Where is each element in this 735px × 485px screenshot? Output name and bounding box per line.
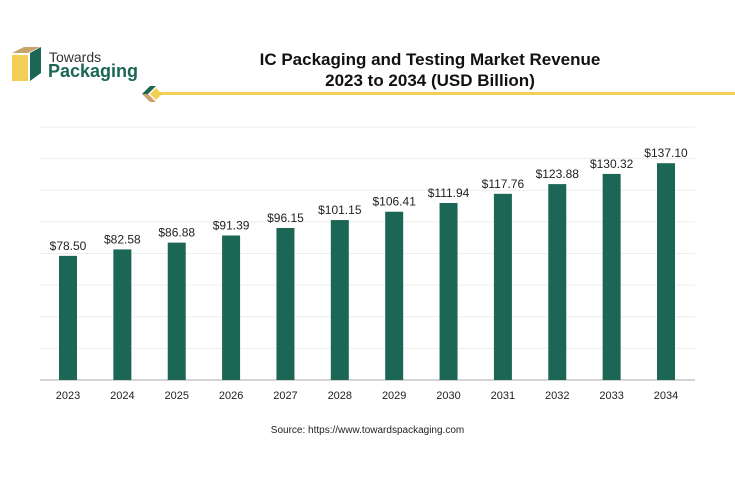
brand-line2: Packaging bbox=[48, 61, 139, 81]
bar bbox=[222, 235, 241, 380]
data-label: $82.58 bbox=[104, 232, 141, 246]
data-label: $137.10 bbox=[644, 146, 688, 160]
bar bbox=[330, 220, 349, 380]
header-rule bbox=[160, 92, 735, 95]
x-tick-label: 2030 bbox=[436, 390, 460, 402]
x-tick-label: 2024 bbox=[110, 390, 134, 402]
x-tick-label: 2027 bbox=[273, 390, 297, 402]
bar bbox=[167, 242, 186, 380]
towards-packaging-logo-icon bbox=[12, 47, 41, 81]
chart-subtitle: 2023 to 2034 (USD Billion) bbox=[325, 71, 535, 90]
bar bbox=[602, 173, 621, 380]
chart-title-main: IC Packaging and Testing Market Revenue bbox=[259, 50, 601, 69]
data-label: $78.50 bbox=[50, 239, 87, 253]
bar bbox=[59, 255, 77, 380]
x-tick-label: 2028 bbox=[328, 390, 352, 402]
data-label: $101.15 bbox=[318, 203, 362, 217]
data-label: $106.41 bbox=[372, 195, 416, 209]
diamond-arrow-icon bbox=[142, 86, 162, 102]
data-label: $117.76 bbox=[482, 177, 525, 191]
bar bbox=[548, 184, 567, 380]
bar bbox=[439, 202, 458, 380]
bar bbox=[385, 211, 404, 380]
data-label: $96.15 bbox=[267, 211, 304, 225]
data-label: $111.94 bbox=[428, 186, 470, 200]
x-tick-label: 2026 bbox=[219, 390, 243, 402]
x-tick-label: 2029 bbox=[382, 390, 406, 402]
data-label: $123.88 bbox=[536, 167, 580, 181]
x-tick-label: 2034 bbox=[654, 390, 678, 402]
x-tick-label: 2023 bbox=[56, 390, 80, 402]
data-label: $130.32 bbox=[590, 157, 634, 171]
x-tick-label: 2033 bbox=[599, 390, 623, 402]
brand-line1: Towards bbox=[49, 49, 102, 65]
bar bbox=[657, 163, 675, 380]
source-text: Source: https://www.towardspackaging.com bbox=[270, 425, 465, 436]
data-label: $86.88 bbox=[158, 226, 195, 240]
bar bbox=[113, 249, 132, 380]
x-tick-label: 2031 bbox=[491, 390, 515, 402]
bar bbox=[493, 193, 512, 380]
x-tick-label: 2025 bbox=[164, 390, 188, 402]
chart-title: IC Packaging and Testing Market Revenue … bbox=[200, 49, 660, 91]
data-label: $91.39 bbox=[213, 218, 250, 232]
bar bbox=[276, 227, 295, 380]
x-tick-label: 2032 bbox=[545, 390, 569, 402]
